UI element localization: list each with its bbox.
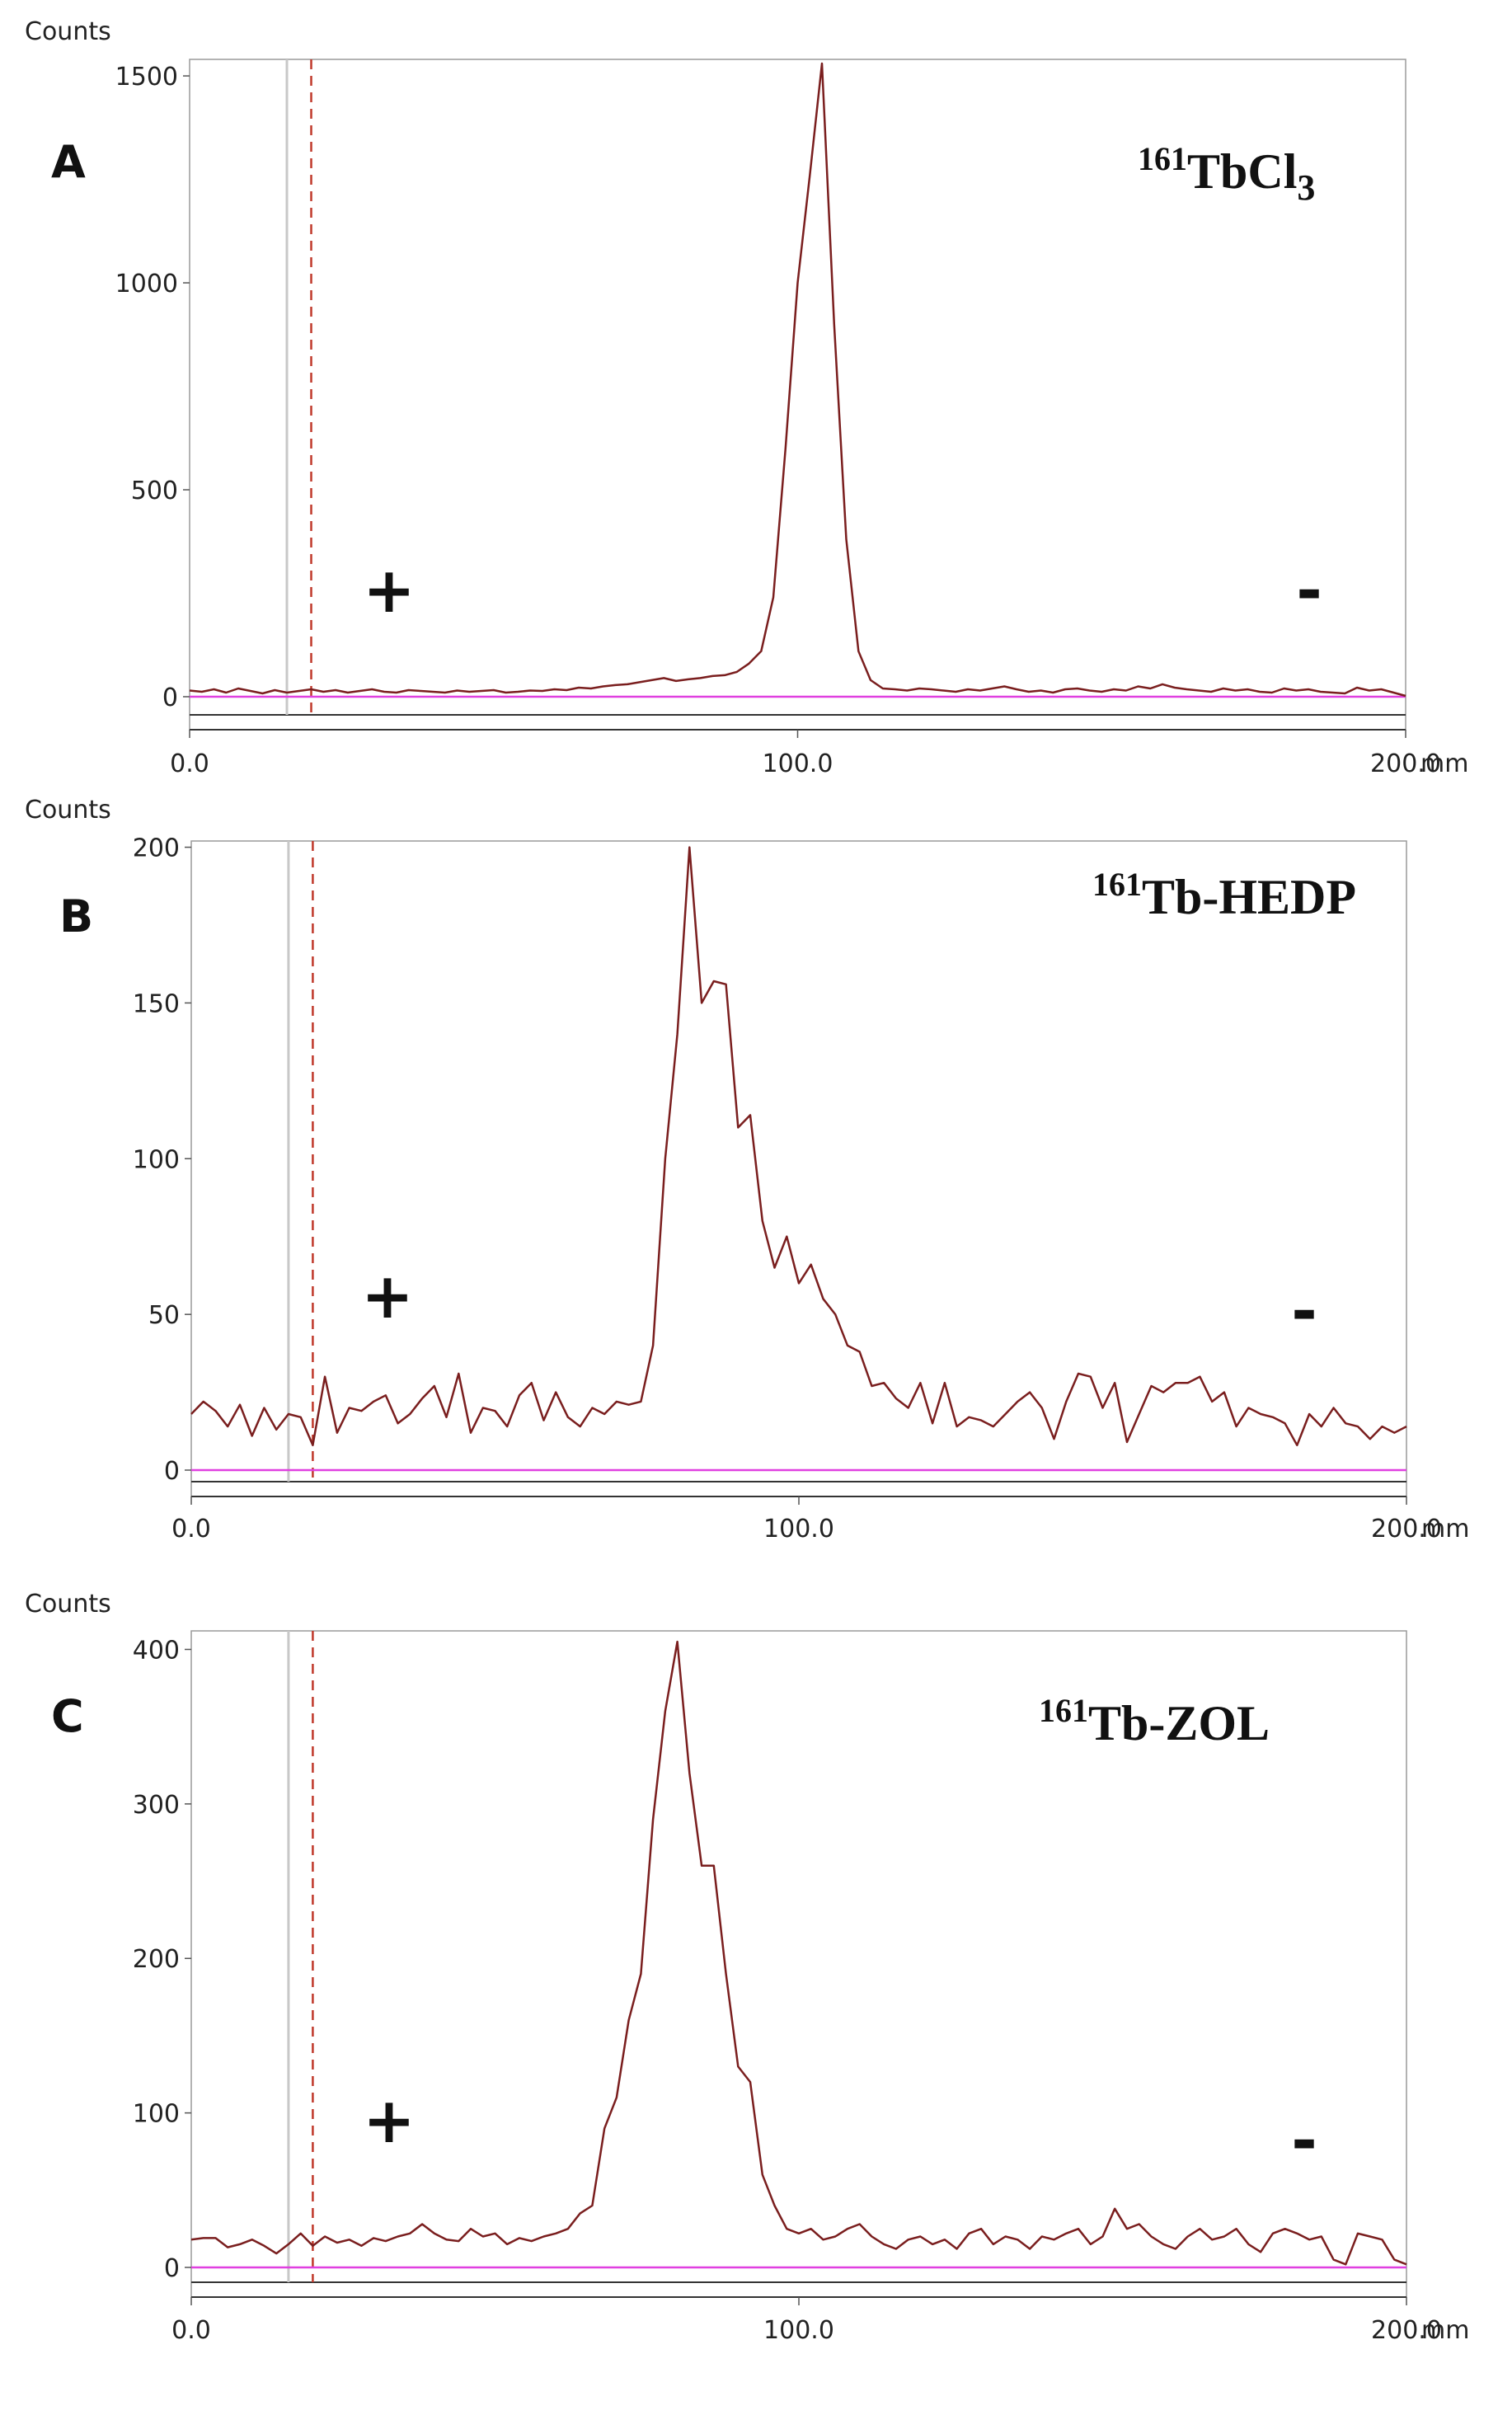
title-subscript: 3: [1297, 167, 1315, 208]
y-tick-label: 0: [164, 2254, 180, 2283]
x-tick-label: 200.0: [1370, 749, 1441, 778]
y-tick-label: 1500: [115, 63, 178, 92]
chart-panel-c: Counts 0 100 200 300 400 0.0 100.0 200.0mm C 161Tb…: [25, 1590, 1469, 2345]
x-unit-label: mm: [1421, 1515, 1469, 1543]
y-axis-title: Counts: [25, 796, 111, 825]
x-tick-label: 200.0: [1371, 1515, 1442, 1543]
title-main: TbCl: [1187, 144, 1297, 199]
panel-title: 161Tb-ZOL: [1039, 1692, 1270, 1750]
minus-electrode-label: -: [1296, 553, 1322, 627]
plus-electrode-label: +: [363, 553, 416, 627]
panel-title: 161Tb-HEDP: [1092, 866, 1356, 924]
y-tick-label: 50: [148, 1301, 180, 1330]
y-tick-label: 400: [133, 1636, 180, 1665]
y-axis-title: Counts: [25, 17, 111, 46]
plus-electrode-label: +: [361, 1259, 414, 1332]
y-tick-label: 300: [133, 1791, 180, 1820]
panel-label: B: [59, 890, 93, 942]
chart-panel-a: Counts 0 500 1000 1500 0.0 100.0 200.0mm A 161TbC…: [25, 17, 1468, 778]
panel-label: C: [51, 1690, 84, 1742]
x-unit-label: mm: [1420, 749, 1468, 778]
y-tick-label: 0: [162, 684, 178, 712]
data-series-line: [190, 846, 1407, 1447]
title-superscript: 161: [1039, 1692, 1088, 1729]
x-tick-label: 100.0: [763, 1515, 834, 1543]
y-axis-title: Counts: [25, 1590, 111, 1619]
title-main: Tb-HEDP: [1142, 870, 1356, 924]
title-superscript: 161: [1092, 866, 1142, 903]
y-tick-label: 100: [133, 2100, 180, 2129]
x-tick-label: 0.0: [171, 2316, 211, 2345]
panel-title: 161TbCl3: [1138, 140, 1315, 208]
y-tick-label: 0: [164, 1457, 180, 1486]
x-unit-label: mm: [1421, 2316, 1469, 2345]
y-tick-label: 500: [131, 477, 178, 505]
y-tick-label: 200: [133, 834, 180, 863]
y-tick-label: 150: [133, 989, 180, 1018]
plus-electrode-label: +: [363, 2084, 416, 2157]
panel-label: A: [51, 136, 86, 188]
x-tick-label: 0.0: [170, 749, 209, 778]
x-tick-label: 200.0: [1371, 2316, 1442, 2345]
y-tick-label: 1000: [115, 270, 178, 298]
title-main: Tb-ZOL: [1088, 1696, 1270, 1750]
y-tick-label: 100: [133, 1145, 180, 1174]
x-tick-label: 100.0: [763, 749, 833, 778]
y-tick-label: 200: [133, 1945, 180, 1974]
x-tick-label: 0.0: [171, 1515, 211, 1543]
x-tick-label: 100.0: [763, 2316, 834, 2345]
minus-electrode-label: -: [1291, 2103, 1317, 2177]
chart-panel-b: Counts 0 50 100 150 200 0.0 100.0 200.0mm B 161Tb-…: [25, 796, 1469, 1543]
title-superscript: 161: [1138, 140, 1187, 177]
plot-frame: [190, 840, 1407, 1497]
minus-electrode-label: -: [1291, 1274, 1317, 1347]
